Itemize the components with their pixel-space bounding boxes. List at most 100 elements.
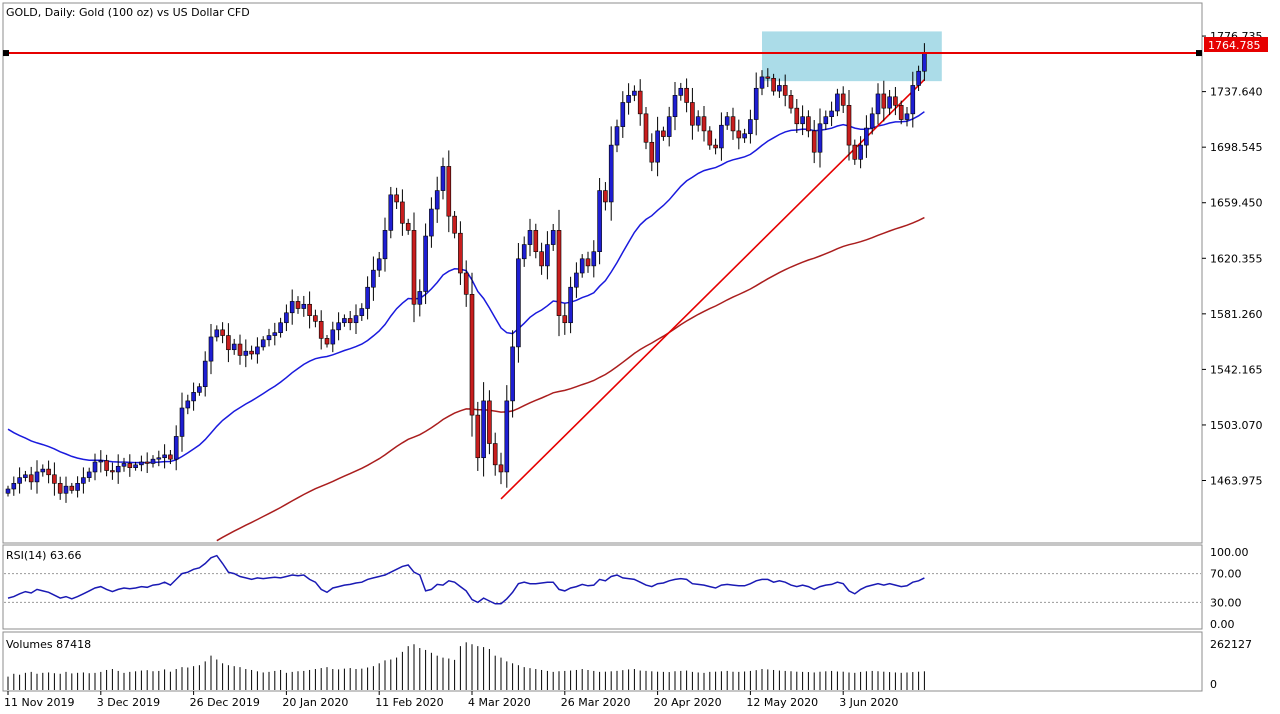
bear-candle (313, 315, 318, 322)
bear-candle (794, 107, 800, 125)
volume-tick-label: 0 (1210, 678, 1217, 691)
bear-candle (226, 335, 231, 351)
bull-candle (800, 116, 805, 125)
bull-candle (17, 477, 22, 484)
rsi-tick-label: 30.00 (1210, 596, 1242, 609)
resistance-zone (762, 31, 942, 82)
bear-candle (295, 301, 301, 309)
bull-candle (516, 258, 521, 348)
x-tick-label: 26 Dec 2019 (190, 696, 260, 709)
bear-candle (400, 201, 405, 224)
bear-candle (446, 166, 452, 217)
y-tick-label: 1620.355 (1210, 252, 1263, 265)
bull-candle (527, 230, 533, 245)
bear-candle (127, 463, 133, 468)
bear-candle (881, 93, 887, 109)
bull-candle (115, 465, 121, 473)
bear-candle (707, 130, 713, 146)
bull-candle (40, 468, 46, 473)
bear-candle (28, 474, 34, 483)
bull-candle (353, 315, 359, 324)
bull-candle (272, 332, 278, 336)
bull-candle (266, 335, 272, 341)
y-tick-label: 1463.975 (1210, 475, 1263, 488)
bear-candle (144, 461, 150, 464)
bull-candle (388, 194, 394, 231)
bull-candle (133, 464, 138, 468)
bear-candle (782, 85, 788, 96)
bear-candle (475, 414, 481, 459)
resistance-line-layer (3, 50, 1202, 57)
bull-candle (434, 190, 440, 210)
bull-candle (504, 400, 510, 473)
bull-candle (922, 52, 927, 72)
bull-candle (753, 87, 759, 120)
bull-candle (608, 144, 614, 203)
bull-candle (191, 392, 196, 402)
x-tick-label: 12 May 2020 (746, 696, 818, 709)
bear-candle (405, 222, 411, 231)
bull-candle (98, 460, 104, 463)
bear-candle (661, 130, 666, 137)
bear-candle (684, 87, 689, 103)
bear-candle (562, 315, 568, 324)
bull-candle (655, 130, 660, 163)
bear-candle (730, 116, 736, 132)
bull-candle (829, 110, 834, 117)
bull-candle (336, 322, 341, 331)
bear-candle (556, 230, 562, 316)
bear-candle (840, 93, 846, 106)
bear-candle (168, 454, 173, 460)
bear-candle (394, 194, 399, 203)
chart-title: GOLD, Daily: Gold (100 oz) vs US Dollar … (6, 6, 250, 19)
bull-candle (156, 457, 162, 460)
bull-candle (579, 258, 585, 274)
bull-candle (255, 346, 260, 355)
bear-candle (458, 232, 463, 274)
bull-candle (150, 458, 156, 464)
x-tick-label: 20 Jan 2020 (282, 696, 348, 709)
volume-bars-layer (7, 642, 925, 690)
bear-candle (46, 468, 51, 476)
bear-candle (104, 460, 109, 471)
bull-candle (231, 343, 237, 351)
rsi-layer (4, 554, 1201, 605)
y-tick-label: 1581.260 (1210, 308, 1263, 321)
bull-candle (23, 474, 28, 478)
bull-candle (597, 190, 602, 252)
price-pane (2, 2, 1203, 544)
bull-candle (382, 230, 388, 260)
bull-candle (92, 461, 98, 473)
rsi-tick-label: 100.00 (1210, 546, 1249, 559)
bull-candle (81, 477, 86, 484)
bear-candle (846, 105, 852, 146)
bear-candle (469, 294, 475, 416)
bull-candle (695, 116, 701, 126)
bull-candle (724, 116, 730, 126)
bull-candle (5, 488, 11, 494)
volume-label: Volumes 87418 (6, 638, 91, 651)
bull-candle (208, 336, 214, 362)
bull-candle (330, 329, 336, 345)
x-tick-label: 11 Nov 2019 (4, 696, 74, 709)
rsi-label: RSI(14) 63.66 (6, 549, 81, 562)
bull-candle (278, 322, 283, 333)
bull-candle (864, 127, 869, 146)
bear-candle (220, 329, 225, 336)
bull-candle (185, 400, 191, 409)
bull-candle (719, 124, 724, 149)
bull-candle (574, 272, 579, 288)
bear-candle (701, 116, 707, 132)
bear-candle (318, 321, 324, 339)
price-tag-box (1204, 37, 1268, 52)
bull-candle (550, 230, 556, 245)
bull-candle (910, 85, 916, 115)
volume-tick-label: 262127 (1210, 638, 1252, 651)
bull-candle (678, 87, 684, 96)
bull-candle (510, 346, 515, 402)
bear-candle (788, 95, 794, 109)
bear-candle (585, 258, 591, 267)
bull-candle (139, 461, 144, 466)
bull-candle (365, 286, 370, 309)
